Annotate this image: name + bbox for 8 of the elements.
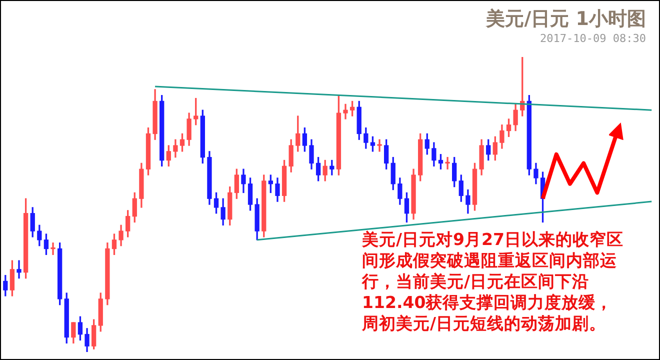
candlestick <box>377 139 382 152</box>
candlestick <box>445 156 450 170</box>
candlestick <box>16 260 22 279</box>
candlestick <box>50 242 56 255</box>
candlestick <box>343 104 348 120</box>
chart-subtitle: 2017-10-09 08:30 <box>540 32 646 45</box>
chart-title: 美元/日元 1小时图 <box>486 7 646 32</box>
annotation: 美元/日元对9月27日以来的收窄区间形成假突破遇阻重返区间内部运行，当前美元/日元在区间下沿112.40获得支撑回调力度放缓，周初美元/日元短线的动荡加剧。 <box>362 229 624 334</box>
